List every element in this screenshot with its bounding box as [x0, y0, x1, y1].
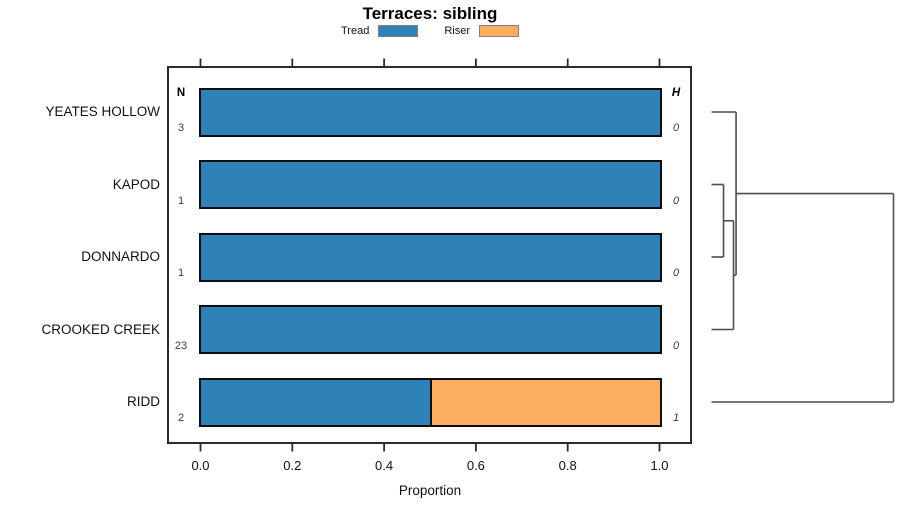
x-tick-label: 0.2 [283, 458, 302, 473]
h-value: 1 [672, 412, 680, 424]
stacked-bar [198, 232, 662, 282]
n-count: 2 [177, 412, 185, 424]
n-count: 23 [174, 339, 188, 352]
x-tick-label: 0.0 [191, 458, 210, 473]
bar-segment-tread [200, 307, 660, 352]
column-header-h: H [671, 87, 681, 99]
bar-segment-tread [200, 162, 660, 207]
n-count: 3 [177, 122, 185, 134]
stacked-bar [198, 87, 662, 137]
category-label: CROOKED CREEK [41, 321, 160, 337]
legend-label-riser: Riser [444, 25, 470, 37]
stacked-bar [198, 160, 662, 209]
bar-segment-tread [200, 89, 660, 135]
n-count: 1 [177, 267, 185, 279]
legend-swatch-riser [479, 25, 519, 37]
x-tick-label: 0.6 [466, 458, 485, 473]
h-value: 0 [672, 194, 680, 207]
x-tick-label: 1.0 [650, 458, 669, 473]
bar-segment-tread [200, 379, 430, 425]
legend-item-riser: Riser [444, 25, 519, 37]
legend-item-tread: Tread [341, 25, 419, 37]
legend-swatch-tread [378, 25, 419, 37]
bar-segment-riser [430, 379, 660, 425]
h-value: 0 [672, 267, 680, 279]
category-label: RIDD [127, 394, 160, 409]
stacked-bar [198, 377, 662, 427]
stacked-bar [198, 305, 662, 354]
legend-label-tread: Tread [341, 25, 370, 37]
x-tick-label: 0.8 [558, 458, 577, 473]
x-tick-label: 0.4 [375, 458, 394, 473]
bar-segment-tread [200, 234, 660, 280]
n-count: 1 [177, 194, 185, 207]
category-label: YEATES HOLLOW [45, 104, 160, 119]
h-value: 0 [672, 122, 680, 134]
chart-title: Terraces: sibling [362, 4, 498, 23]
category-label: KAPOD [112, 176, 160, 192]
category-label: DONNARDO [81, 249, 160, 264]
column-header-n: N [176, 87, 186, 99]
legend: Tread Riser [0, 25, 860, 37]
x-axis-title: Proportion [398, 483, 462, 498]
h-value: 0 [672, 339, 680, 352]
